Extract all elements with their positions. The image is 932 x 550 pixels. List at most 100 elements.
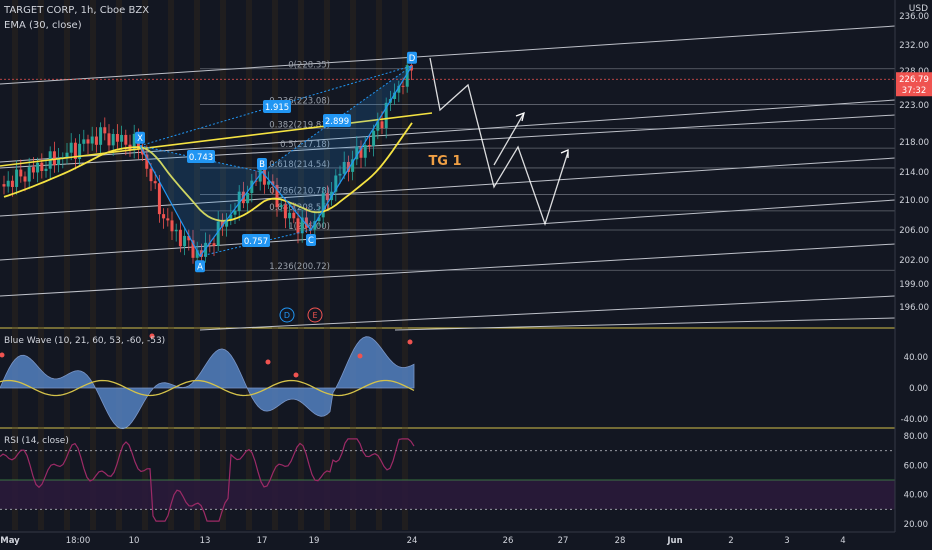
candle-body: [275, 184, 279, 208]
wave-dot: [149, 333, 155, 339]
candle-body: [363, 145, 367, 158]
wave-tick: -40.00: [901, 415, 928, 425]
channel-line: [0, 25, 896, 85]
candle-body: [225, 219, 229, 227]
candle-body: [10, 180, 14, 187]
event-marker-label: D: [284, 311, 290, 320]
target-label: TG 1: [428, 154, 461, 169]
candle-body: [267, 181, 271, 185]
candle-body: [313, 221, 317, 230]
candle-body: [111, 134, 115, 146]
pattern-ratio-line: [139, 145, 263, 173]
candle-body: [271, 181, 275, 185]
session-band: [64, 0, 70, 530]
rsi-tick: 20.00: [904, 520, 928, 530]
wave-dot: [265, 359, 271, 365]
session-band: [220, 0, 226, 530]
candle-body: [397, 85, 401, 93]
ratio-box: [242, 234, 270, 247]
price-tick: 228.00: [899, 67, 929, 77]
ratio-label: 1.915: [265, 103, 289, 113]
time-tick: 13: [200, 536, 211, 546]
candle-body: [166, 218, 170, 221]
fib-label: 0.786(210.78): [269, 187, 330, 197]
candle-body: [401, 85, 405, 87]
candle-body: [317, 217, 321, 222]
candle-body: [162, 214, 166, 219]
candle-body: [393, 92, 397, 100]
session-band: [12, 0, 18, 530]
candle-body: [351, 159, 355, 172]
candle-body: [372, 130, 376, 147]
time-tick: Jun: [666, 536, 682, 546]
candle-body: [183, 235, 187, 247]
candle-body: [237, 191, 241, 211]
session-band: [402, 0, 408, 530]
price-tick: 202.00: [899, 256, 929, 266]
pattern-point-box: [135, 131, 145, 144]
countdown-label: 37:32: [902, 86, 927, 96]
fib-label: 0.382(219.81): [269, 121, 330, 131]
candle-body: [321, 193, 325, 218]
channel-line: [394, 317, 896, 331]
candle-body: [212, 243, 216, 246]
ratio-box: [263, 100, 291, 113]
last-price-box: [896, 72, 932, 97]
ema-trendline: [0, 112, 433, 167]
ratio-label: 2.899: [325, 117, 349, 127]
candle-body: [65, 152, 69, 158]
session-band: [116, 0, 122, 530]
candle-body: [204, 242, 208, 257]
candle-body: [103, 127, 107, 134]
session-band: [350, 0, 356, 530]
candle-body: [355, 146, 359, 160]
candle-body: [342, 161, 346, 174]
time-tick: May: [0, 536, 20, 546]
candle-body: [262, 169, 266, 185]
wave-dot: [407, 339, 413, 345]
pattern-point-box: [306, 234, 316, 246]
session-band: [272, 0, 278, 530]
candle-body: [86, 139, 90, 144]
price-tick: 199.00: [899, 280, 929, 290]
candle-body: [288, 212, 292, 219]
candle-body: [220, 221, 224, 227]
candle-body: [107, 133, 111, 146]
pattern-point-label: X: [137, 134, 143, 144]
candle-body: [359, 146, 363, 158]
time-tick: 4: [840, 536, 845, 546]
candle-body: [380, 121, 384, 129]
pattern-point-label: D: [409, 54, 416, 64]
fib-label: 0(228.35): [288, 61, 330, 71]
time-tick: 26: [503, 536, 514, 546]
candle-body: [338, 173, 342, 176]
candle-body: [57, 157, 61, 166]
time-axis: May 18:00 10 13 17 19 24 26 27 28 Jun 2 3 4: [0, 531, 895, 546]
harmonic-pattern: X A B C D 0.743 1.915 2.899 0.757: [135, 51, 417, 273]
wave-dot: [293, 372, 299, 378]
rsi-tick: 80.00: [904, 432, 928, 442]
time-tick: 27: [558, 536, 569, 546]
time-tick: 18:00: [66, 536, 91, 546]
rsi-band: [0, 480, 895, 510]
candle-body: [304, 217, 308, 228]
time-tick: 17: [257, 536, 268, 546]
price-tick: 236.00: [899, 12, 929, 22]
candle-body: [346, 161, 350, 172]
candle-body: [300, 217, 304, 234]
time-tick: 2: [728, 536, 733, 546]
session-band: [142, 0, 148, 530]
candle-body: [233, 210, 237, 215]
fib-label: 1.236(200.72): [269, 262, 330, 272]
price-tick: 218.00: [899, 138, 929, 148]
wave-tick: 40.00: [904, 353, 928, 363]
price-tick: 206.00: [899, 226, 929, 236]
candle-body: [384, 102, 388, 129]
blue-wave-pane: [0, 333, 415, 430]
candle-body: [246, 193, 250, 204]
ema-line: [0, 112, 433, 222]
candle-body: [149, 168, 153, 182]
candle-body: [153, 181, 157, 184]
